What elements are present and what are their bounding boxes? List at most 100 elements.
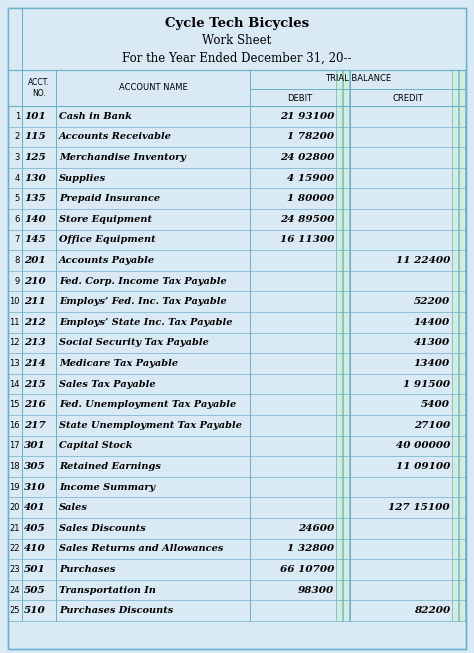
Bar — [343, 559, 349, 580]
Bar — [459, 230, 465, 250]
Bar — [452, 127, 458, 147]
Text: 23: 23 — [9, 565, 20, 574]
Text: 19: 19 — [9, 483, 20, 492]
Text: 1 78200: 1 78200 — [287, 133, 334, 142]
Bar — [343, 580, 349, 600]
Bar — [452, 456, 458, 477]
Text: Employs’ State Inc. Tax Payable: Employs’ State Inc. Tax Payable — [59, 318, 233, 326]
Bar — [336, 127, 342, 147]
Bar — [459, 353, 465, 374]
Bar — [336, 539, 342, 559]
Text: 310: 310 — [24, 483, 46, 492]
Text: Sales Tax Payable: Sales Tax Payable — [59, 379, 155, 389]
Text: 21 93100: 21 93100 — [280, 112, 334, 121]
Text: State Unemployment Tax Payable: State Unemployment Tax Payable — [59, 421, 242, 430]
Bar — [452, 106, 458, 127]
Bar — [343, 189, 349, 209]
Text: 505: 505 — [24, 586, 46, 595]
Text: 410: 410 — [24, 545, 46, 553]
Text: 5400: 5400 — [421, 400, 450, 409]
Bar — [459, 477, 465, 498]
Text: Transportation In: Transportation In — [59, 586, 156, 595]
Bar — [452, 353, 458, 374]
Text: 22: 22 — [9, 545, 20, 553]
Bar — [336, 147, 342, 168]
Text: 2: 2 — [15, 133, 20, 142]
Text: 14: 14 — [9, 379, 20, 389]
Text: 401: 401 — [24, 503, 46, 512]
Bar — [336, 312, 342, 332]
Text: 9: 9 — [15, 277, 20, 285]
Bar — [459, 415, 465, 436]
Bar — [459, 127, 465, 147]
Bar — [343, 291, 349, 312]
Bar — [336, 374, 342, 394]
Bar — [459, 312, 465, 332]
Bar — [343, 374, 349, 394]
Text: 4 15900: 4 15900 — [287, 174, 334, 183]
Text: 101: 101 — [24, 112, 46, 121]
Bar — [343, 436, 349, 456]
Bar — [459, 539, 465, 559]
Text: 21: 21 — [9, 524, 20, 533]
Bar — [336, 580, 342, 600]
Text: 405: 405 — [24, 524, 46, 533]
Text: 11 22400: 11 22400 — [396, 256, 450, 265]
Text: 24600: 24600 — [298, 524, 334, 533]
Text: Employs’ Fed. Inc. Tax Payable: Employs’ Fed. Inc. Tax Payable — [59, 297, 227, 306]
Bar — [336, 271, 342, 291]
Text: 1: 1 — [15, 112, 20, 121]
Bar — [343, 168, 349, 189]
Bar — [459, 559, 465, 580]
Bar — [336, 394, 342, 415]
Bar — [343, 415, 349, 436]
Text: CREDIT: CREDIT — [392, 93, 423, 103]
Bar — [452, 436, 458, 456]
Bar — [336, 250, 342, 271]
Text: 216: 216 — [24, 400, 46, 409]
Bar — [343, 312, 349, 332]
Text: Sales: Sales — [59, 503, 88, 512]
Bar — [452, 189, 458, 209]
Bar — [452, 312, 458, 332]
Bar — [343, 498, 349, 518]
Bar — [452, 250, 458, 271]
Bar — [343, 332, 349, 353]
Text: 217: 217 — [24, 421, 46, 430]
Bar — [343, 209, 349, 230]
Bar — [452, 415, 458, 436]
Bar — [343, 70, 349, 621]
Text: 8: 8 — [15, 256, 20, 265]
Text: DEBIT: DEBIT — [287, 93, 312, 103]
Text: 510: 510 — [24, 606, 46, 615]
Text: Sales Discounts: Sales Discounts — [59, 524, 146, 533]
Text: 52200: 52200 — [414, 297, 450, 306]
Text: 66 10700: 66 10700 — [280, 565, 334, 574]
Text: 125: 125 — [24, 153, 46, 162]
Bar — [452, 580, 458, 600]
Text: Accounts Receivable: Accounts Receivable — [59, 133, 172, 142]
Bar — [343, 250, 349, 271]
Text: 16: 16 — [9, 421, 20, 430]
Text: 130: 130 — [24, 174, 46, 183]
Text: Cycle Tech Bicycles: Cycle Tech Bicycles — [165, 18, 309, 31]
Bar — [336, 498, 342, 518]
Bar — [452, 477, 458, 498]
Bar — [459, 580, 465, 600]
Text: Accounts Payable: Accounts Payable — [59, 256, 155, 265]
Bar — [336, 559, 342, 580]
Text: 27100: 27100 — [414, 421, 450, 430]
Text: 305: 305 — [24, 462, 46, 471]
Text: Purchases Discounts: Purchases Discounts — [59, 606, 173, 615]
Bar — [452, 209, 458, 230]
Bar — [336, 291, 342, 312]
Text: 140: 140 — [24, 215, 46, 224]
Text: Cash in Bank: Cash in Bank — [59, 112, 132, 121]
Text: Income Summary: Income Summary — [59, 483, 155, 492]
Text: Work Sheet: Work Sheet — [202, 35, 272, 48]
Bar — [459, 518, 465, 539]
Bar — [459, 189, 465, 209]
Bar — [343, 456, 349, 477]
Text: 210: 210 — [24, 277, 46, 285]
Text: 5: 5 — [15, 194, 20, 203]
